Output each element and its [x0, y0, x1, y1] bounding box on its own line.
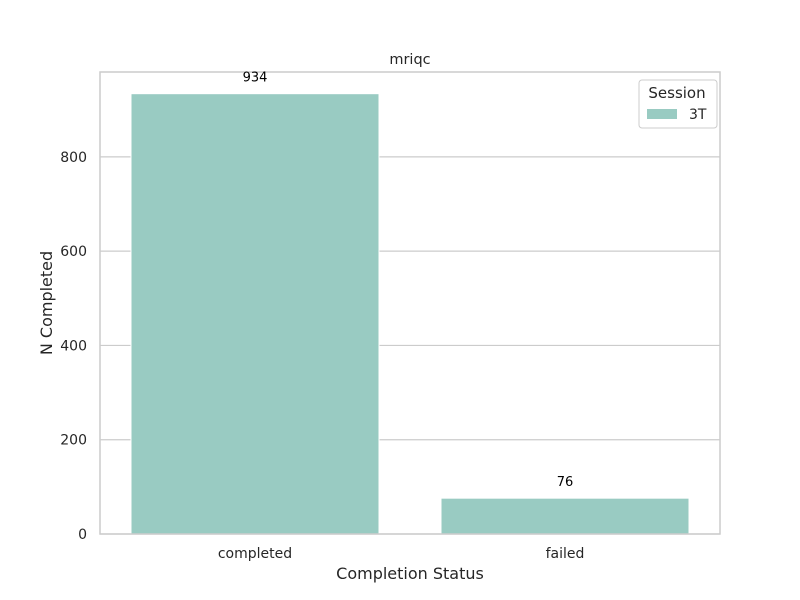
bars	[130, 93, 690, 535]
y-tick-label-0: 0	[78, 527, 87, 543]
x-axis-label: Completion Status	[336, 564, 484, 583]
bar-failed	[440, 497, 690, 535]
y-tick-labels: 0 200 400 600 800	[60, 150, 87, 543]
legend-label: 3T	[689, 107, 707, 123]
y-tick-label-3: 600	[60, 244, 87, 260]
legend-swatch	[647, 109, 677, 119]
legend-title: Session	[648, 84, 705, 102]
plot-border	[99, 71, 721, 535]
y-tick-label-4: 800	[60, 150, 87, 166]
legend: Session 3T	[638, 79, 718, 129]
y-tick-label-1: 200	[60, 433, 87, 449]
data-label-failed: 76	[557, 475, 574, 490]
bar-completed	[130, 93, 380, 535]
x-tick-label-failed: failed	[546, 546, 585, 562]
plot-frame	[99, 71, 721, 535]
x-tick-label-completed: completed	[218, 546, 292, 562]
data-labels: 934 76	[243, 71, 574, 490]
y-axis-label: N Completed	[37, 251, 56, 355]
y-tick-label-2: 400	[60, 338, 87, 354]
chart-title: mriqc	[389, 52, 430, 68]
data-label-completed: 934	[243, 71, 268, 86]
x-tick-labels: completed failed	[218, 546, 585, 562]
